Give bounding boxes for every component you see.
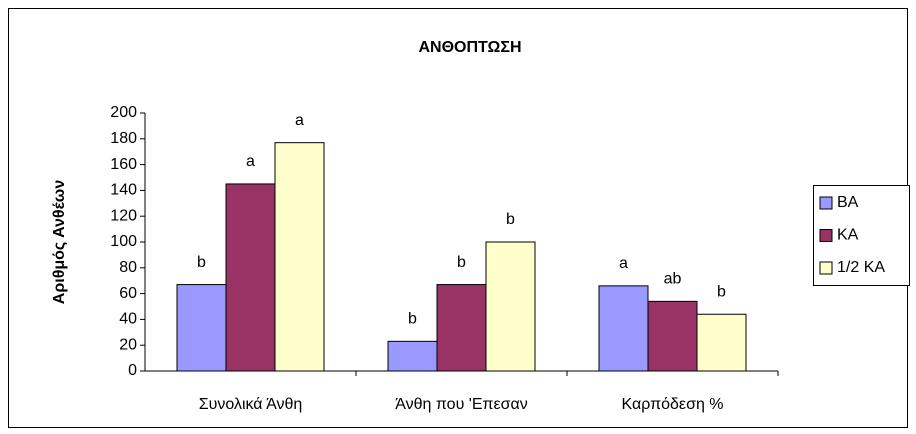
x-tick-label: Καρπόδεση % bbox=[621, 396, 723, 413]
legend-label: 1/2 ΚΑ bbox=[837, 259, 885, 276]
bar bbox=[436, 284, 487, 372]
bar bbox=[274, 142, 325, 372]
legend-swatch bbox=[819, 229, 833, 242]
y-tick-label: 60 bbox=[119, 285, 137, 302]
legend-label: ΚΑ bbox=[837, 227, 859, 244]
legend-swatch bbox=[819, 196, 833, 210]
annotation: b bbox=[457, 254, 466, 271]
annotation: b bbox=[197, 254, 206, 271]
chart-title: ΑΝΘΟΠΤΩΣΗ bbox=[418, 39, 521, 56]
y-tick-label: 20 bbox=[119, 336, 137, 353]
legend-swatch bbox=[819, 261, 833, 275]
y-tick-label: 80 bbox=[119, 259, 137, 276]
annotation: b bbox=[506, 211, 515, 228]
annotation: a bbox=[295, 112, 304, 129]
annotation: b bbox=[408, 311, 417, 328]
y-tick-label: 40 bbox=[119, 311, 137, 328]
bar bbox=[598, 285, 649, 372]
bar bbox=[225, 183, 276, 372]
x-tick-label: Συνολικά Άνθη bbox=[199, 396, 303, 413]
bar bbox=[485, 241, 536, 372]
x-tick-label: Άνθη που 'Επεσαν bbox=[395, 396, 528, 413]
y-tick-label: 100 bbox=[110, 233, 137, 250]
annotation: a bbox=[619, 255, 628, 272]
y-tick-label: 120 bbox=[110, 207, 137, 224]
annotation: b bbox=[717, 283, 726, 300]
y-tick-label: 0 bbox=[128, 362, 137, 379]
bar bbox=[696, 313, 747, 372]
y-tick-label: 200 bbox=[110, 104, 137, 121]
y-tick-label: 180 bbox=[110, 130, 137, 147]
bar bbox=[176, 284, 227, 372]
annotation: a bbox=[246, 153, 255, 170]
y-tick-label: 140 bbox=[110, 182, 137, 199]
legend-label: ΒΑ bbox=[837, 194, 859, 211]
bar bbox=[387, 340, 438, 372]
y-tick-label: 160 bbox=[110, 156, 137, 173]
y-axis-label: Αριθμός Ανθέων bbox=[51, 180, 68, 305]
annotation: ab bbox=[664, 271, 682, 288]
bar bbox=[647, 300, 698, 372]
